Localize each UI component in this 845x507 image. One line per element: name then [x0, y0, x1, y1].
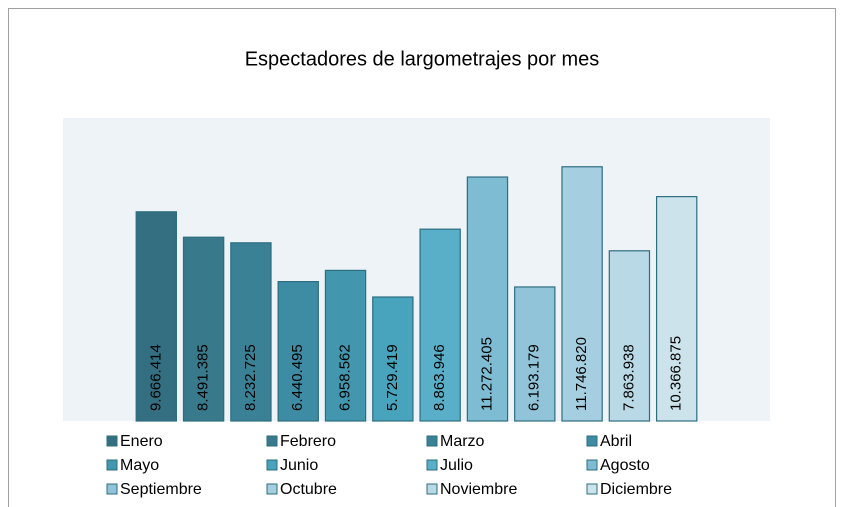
bar	[466, 176, 509, 422]
value-label: 10.366.875	[668, 336, 685, 411]
bar	[230, 242, 272, 422]
chart-title: Espectadores de largometrajes por mes	[245, 48, 600, 70]
legend-swatch	[266, 459, 278, 471]
legend-label: Junio	[280, 457, 318, 474]
value-label: 6.440.495	[289, 344, 306, 411]
legend-label: Mayo	[120, 457, 159, 474]
legend-label: Enero	[120, 433, 163, 450]
value-label: 7.863.938	[620, 344, 637, 411]
value-label: 8.863.946	[431, 344, 448, 411]
value-label: 8.232.725	[242, 344, 259, 411]
bar	[419, 228, 461, 422]
legend-swatch	[106, 435, 118, 447]
legend-label: Abril	[600, 433, 632, 450]
value-label: 9.666.414	[147, 344, 164, 411]
value-label: 5.729.419	[384, 344, 401, 411]
legend-swatch	[106, 483, 118, 495]
legend-swatch	[586, 483, 598, 495]
legend-label: Diciembre	[600, 481, 672, 498]
legend-swatch	[266, 483, 278, 495]
bar	[608, 250, 651, 422]
legend-swatch	[586, 435, 598, 447]
value-label: 11.272.405	[478, 337, 495, 411]
legend-swatch	[586, 459, 598, 471]
bar	[514, 286, 556, 422]
bar	[372, 296, 414, 422]
value-label: 11.746.820	[573, 337, 590, 411]
value-label: 8.491.385	[195, 344, 212, 411]
legend-label: Noviembre	[440, 481, 517, 498]
legend-label: Julio	[440, 457, 473, 474]
legend-label: Marzo	[440, 433, 485, 450]
legend-label: Septiembre	[120, 481, 202, 498]
bar	[324, 269, 367, 422]
legend-label: Agosto	[600, 457, 650, 474]
legend-swatch	[426, 483, 438, 495]
legend-label: Febrero	[280, 433, 336, 450]
bar	[182, 236, 225, 422]
bar	[277, 281, 319, 422]
bar	[655, 196, 698, 422]
value-label: 6.958.562	[337, 344, 354, 411]
legend-swatch	[426, 435, 438, 447]
value-label: 6.193.179	[526, 344, 543, 411]
legend-swatch	[106, 459, 118, 471]
bar	[135, 211, 178, 422]
plot-area	[63, 118, 770, 421]
legend-swatch	[266, 435, 278, 447]
legend-swatch	[426, 459, 438, 471]
legend-label: Octubre	[280, 481, 337, 498]
bar	[561, 166, 603, 422]
